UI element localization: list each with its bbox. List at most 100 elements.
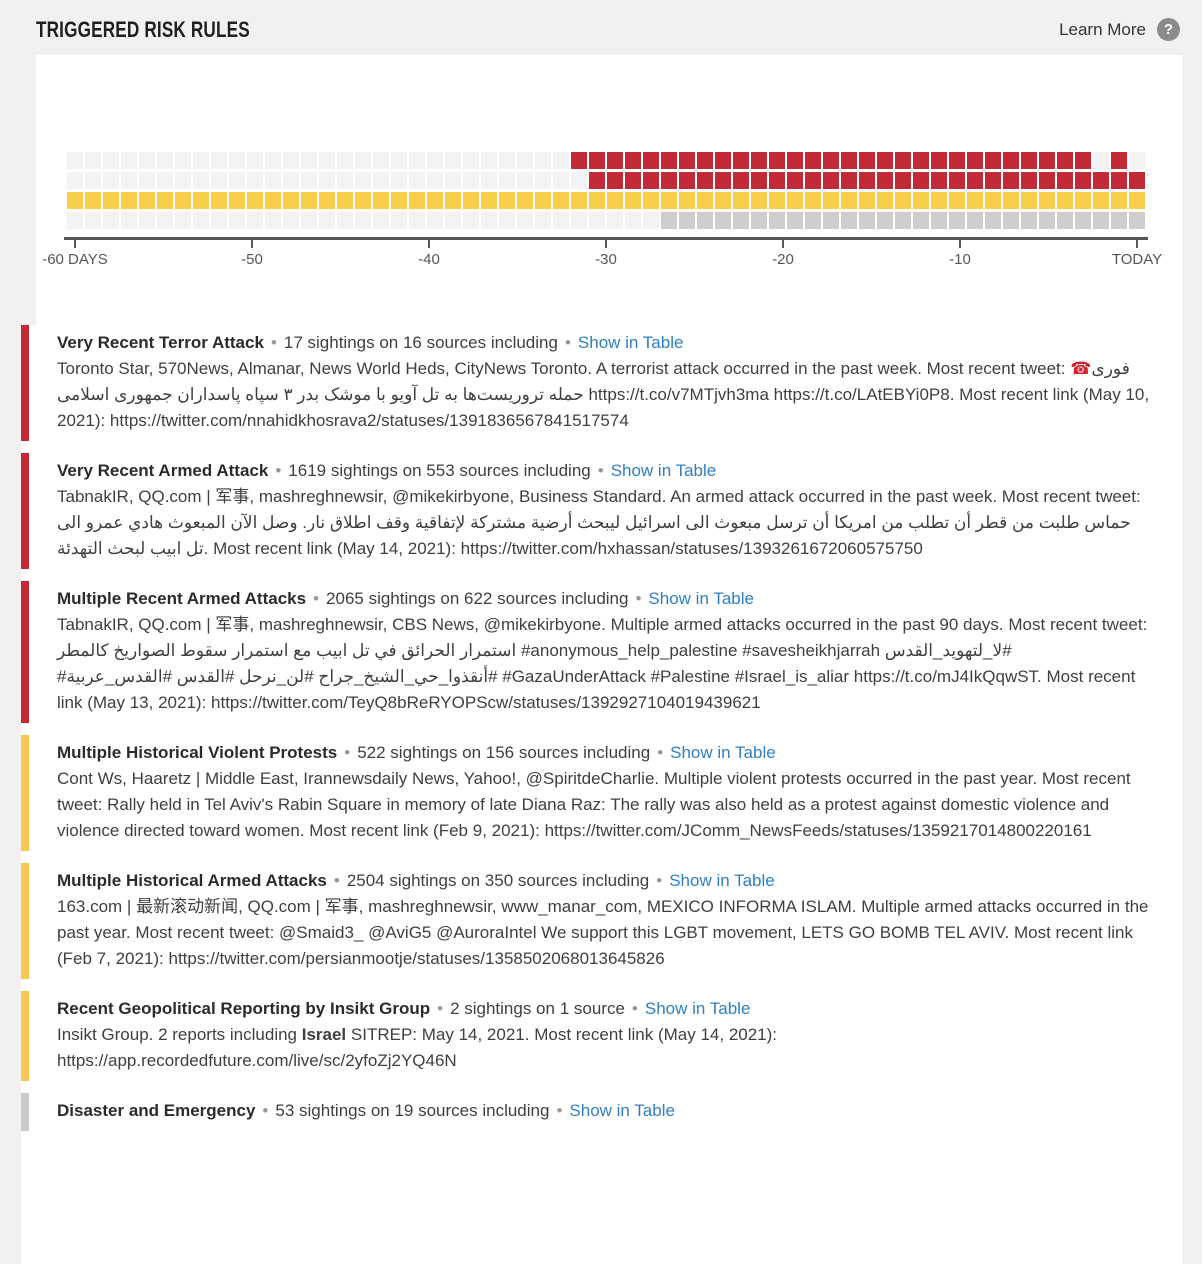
day-cell <box>391 172 407 189</box>
day-cell <box>769 172 785 189</box>
rule-title: Multiple Historical Violent Protests <box>57 743 338 762</box>
day-cell <box>337 212 353 229</box>
day-cell <box>1093 172 1109 189</box>
day-cell <box>1075 152 1091 169</box>
day-cell <box>1021 172 1037 189</box>
day-cell <box>1003 212 1019 229</box>
day-cell <box>661 152 677 169</box>
day-cell <box>949 152 965 169</box>
show-in-table-link[interactable]: Show in Table <box>670 743 776 762</box>
day-cell <box>571 152 587 169</box>
day-cell <box>715 152 731 169</box>
day-cell <box>859 192 875 209</box>
day-cell <box>571 212 587 229</box>
rule-header: Very Recent Terror Attack • 17 sightings o… <box>57 330 1152 356</box>
day-cell <box>427 152 443 169</box>
day-cell <box>337 192 353 209</box>
day-cell <box>931 192 947 209</box>
day-cell <box>301 192 317 209</box>
rule-header: Multiple Historical Violent Protests • 522… <box>57 740 1152 766</box>
show-in-table-link[interactable]: Show in Table <box>577 333 684 352</box>
rule-title: Multiple Recent Armed Attacks <box>57 589 307 608</box>
day-cell <box>85 152 101 169</box>
day-cell <box>481 152 497 169</box>
day-cell <box>103 152 119 169</box>
bullet-separator: • <box>635 589 642 608</box>
day-cell <box>121 152 137 169</box>
day-cell <box>931 152 947 169</box>
day-cell <box>499 212 515 229</box>
day-cell <box>913 172 929 189</box>
day-cell <box>445 152 461 169</box>
day-cell <box>67 172 83 189</box>
day-cell <box>589 152 605 169</box>
day-cell <box>175 152 191 169</box>
text-segment: #GazaUnderAttack #Palestine #Israel_is_a… <box>57 667 1136 712</box>
day-cell <box>895 212 911 229</box>
day-cell <box>553 212 569 229</box>
rule-title: Very Recent Armed Attack <box>57 461 269 480</box>
day-cell <box>1111 152 1127 169</box>
day-cell <box>247 212 263 229</box>
day-cell <box>985 212 1001 229</box>
day-cell <box>1039 172 1055 189</box>
day-cell <box>607 152 623 169</box>
day-cell <box>985 192 1001 209</box>
day-cell <box>193 212 209 229</box>
day-cell <box>409 152 425 169</box>
day-cell <box>1057 172 1073 189</box>
day-cell <box>607 192 623 209</box>
day-cell <box>265 172 281 189</box>
day-cell <box>211 212 227 229</box>
day-cell <box>535 212 551 229</box>
day-cell <box>805 212 821 229</box>
day-cell <box>85 212 101 229</box>
day-cell <box>823 172 839 189</box>
x-axis-tick-label: -10 <box>949 251 971 268</box>
day-cell <box>1075 192 1091 209</box>
risk-rule-entry-critical: Very Recent Terror Attack • 17 sightings o… <box>21 325 1182 441</box>
day-cell <box>841 172 857 189</box>
text-segment: TabnakIR, QQ.com | 军事, mashreghnewsir, C… <box>57 615 1148 634</box>
day-cell <box>787 192 803 209</box>
bullet-separator: • <box>262 1101 269 1120</box>
day-cell <box>967 152 983 169</box>
day-cell <box>463 152 479 169</box>
show-in-table-link[interactable]: Show in Table <box>610 461 717 480</box>
show-in-table-link[interactable]: Show in Table <box>669 871 775 890</box>
day-cell <box>625 212 641 229</box>
day-cell <box>355 212 371 229</box>
show-in-table-link[interactable]: Show in Table <box>569 1101 675 1120</box>
day-cell <box>1039 212 1055 229</box>
day-cell <box>157 212 173 229</box>
rtl-text-segment: استمرار الحرائق في تل ابيب مع استمرار سق… <box>57 641 517 660</box>
day-cell <box>193 152 209 169</box>
show-in-table-link[interactable]: Show in Table <box>648 589 754 608</box>
bullet-separator: • <box>333 871 340 890</box>
day-cell <box>1129 212 1145 229</box>
page-title: TRIGGERED RISK RULES <box>36 16 250 42</box>
day-cell <box>985 152 1001 169</box>
day-cell <box>211 192 227 209</box>
day-cell <box>1021 212 1037 229</box>
show-in-table-link[interactable]: Show in Table <box>644 999 751 1018</box>
help-icon[interactable]: ? <box>1157 18 1180 41</box>
day-cell <box>157 152 173 169</box>
learn-more-link[interactable]: Learn More <box>1059 19 1146 39</box>
day-cell <box>877 152 893 169</box>
risk-timeline-grid <box>67 152 1145 229</box>
day-cell <box>823 152 839 169</box>
day-cell <box>85 192 101 209</box>
day-cell <box>625 192 641 209</box>
day-cell <box>751 212 767 229</box>
day-cell <box>877 192 893 209</box>
day-cell <box>805 172 821 189</box>
day-cell <box>247 172 263 189</box>
day-cell <box>805 152 821 169</box>
text-segment: Insikt Group. 2 reports including <box>57 1025 302 1044</box>
rule-title: Very Recent Terror Attack <box>57 333 264 352</box>
day-cell <box>1003 152 1019 169</box>
day-cell <box>931 172 947 189</box>
day-cell <box>499 152 515 169</box>
day-cell <box>661 172 677 189</box>
